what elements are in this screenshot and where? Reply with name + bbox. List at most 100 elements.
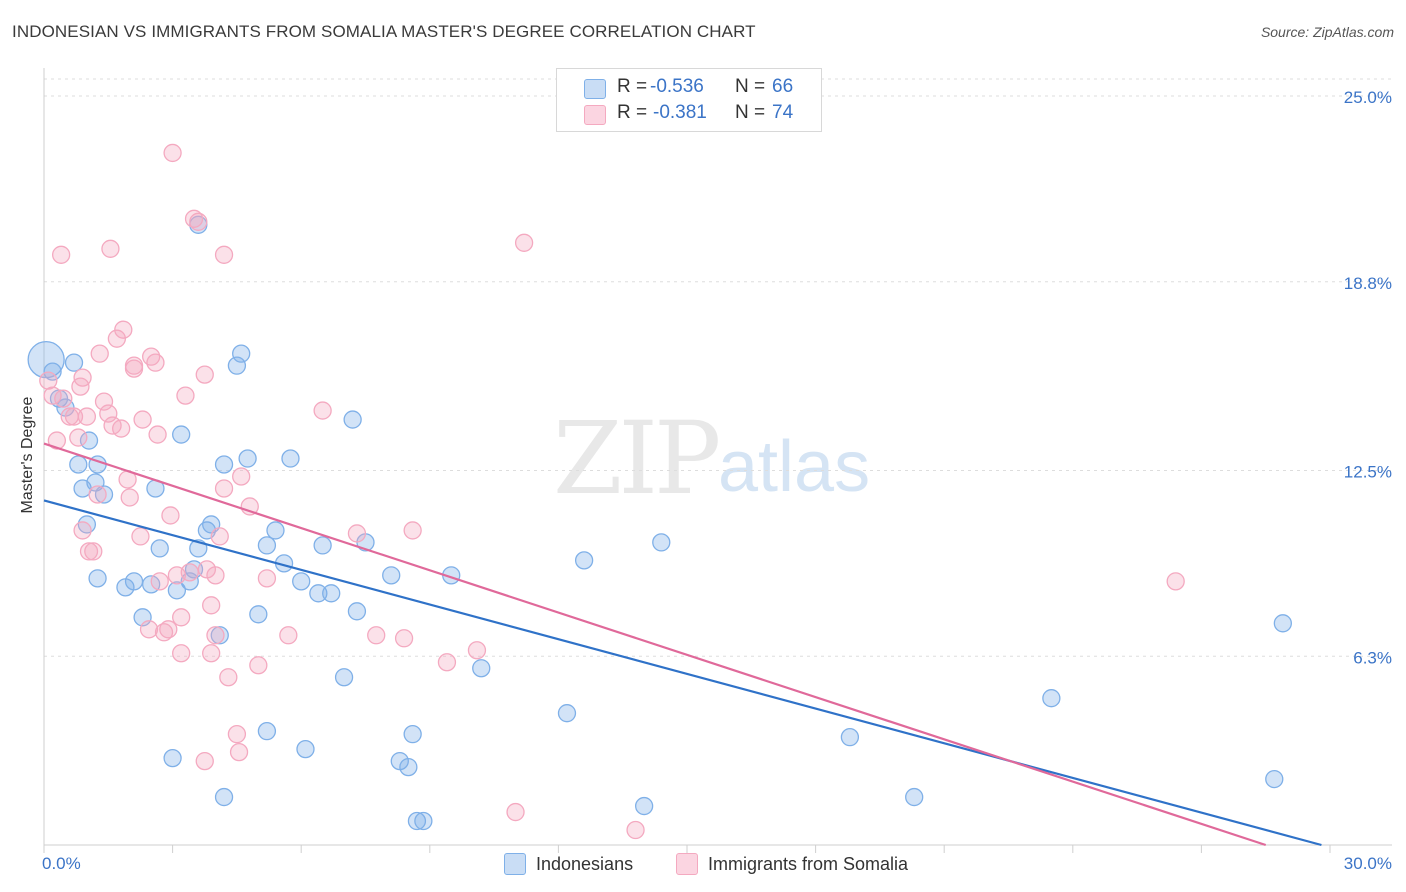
x-tick-label: 30.0%: [1344, 854, 1392, 873]
point-indonesians: [414, 811, 433, 831]
legend-swatch-indonesians: [584, 79, 606, 99]
watermark-zip: ZIP: [553, 400, 721, 517]
point-somalia: [232, 467, 251, 486]
point-indonesians: [472, 659, 491, 678]
tick-labels: 6.3% 12.5% 18.8% 25.0% 0.0% 30.0%: [42, 88, 1392, 873]
point-somalia: [437, 653, 457, 672]
point-somalia: [1166, 572, 1185, 591]
legend-n-value: 66: [772, 76, 794, 97]
grid-lines: [44, 78, 1392, 657]
x-tick-label: 0.0%: [42, 854, 81, 873]
point-indonesians: [403, 724, 422, 744]
point-indonesians: [43, 362, 62, 381]
point-indonesians: [210, 626, 229, 645]
point-somalia: [626, 820, 645, 840]
point-somalia: [219, 668, 238, 687]
point-somalia: [120, 488, 139, 507]
point-indonesians: [281, 449, 300, 468]
point-indonesians: [214, 787, 234, 807]
point-indonesians: [313, 536, 332, 555]
point-somalia: [101, 239, 120, 258]
legend-n-label: N =: [735, 102, 766, 123]
point-somalia: [180, 563, 199, 582]
point-somalia: [39, 371, 58, 390]
point-somalia: [133, 410, 152, 429]
point-indonesians: [88, 569, 107, 588]
legend-label-indonesians: Indonesians: [536, 853, 634, 874]
point-somalia: [313, 401, 332, 420]
point-indonesians: [296, 739, 315, 759]
point-indonesians: [334, 668, 354, 687]
point-indonesians: [172, 425, 191, 444]
point-indonesians: [399, 757, 418, 777]
point-somalia: [90, 344, 109, 363]
data-points: [27, 143, 1292, 840]
point-indonesians: [382, 566, 401, 585]
legend-item-somalia: Immigrants from Somalia: [676, 852, 908, 876]
point-somalia: [73, 521, 92, 540]
legend-label-somalia: Immigrants from Somalia: [708, 853, 909, 874]
point-somalia: [112, 419, 131, 438]
legend-r-label: R =: [617, 76, 648, 97]
point-indonesians: [124, 572, 144, 591]
point-indonesians: [1265, 769, 1284, 789]
source-label: Source: ZipAtlas.com: [1260, 24, 1394, 40]
point-indonesians: [343, 410, 362, 429]
legend-swatch-indonesians: [504, 853, 526, 875]
point-indonesians: [1042, 689, 1061, 708]
point-somalia: [79, 542, 99, 561]
point-somalia: [131, 527, 150, 546]
legend-n-label: N =: [735, 76, 766, 97]
point-indonesians: [634, 796, 654, 816]
point-indonesians: [1273, 614, 1292, 633]
point-somalia: [229, 742, 249, 762]
point-somalia: [107, 329, 127, 348]
point-somalia: [206, 626, 225, 645]
axes: [43, 68, 1392, 853]
point-somalia: [514, 233, 534, 252]
point-somalia: [227, 724, 247, 744]
point-somalia: [51, 245, 71, 264]
point-somalia: [206, 566, 225, 585]
point-somalia: [150, 572, 169, 591]
point-indonesians: [309, 584, 328, 603]
point-somalia: [161, 506, 180, 525]
point-somalia: [64, 407, 84, 426]
point-somalia: [214, 479, 234, 498]
point-indonesians: [64, 353, 84, 372]
point-somalia: [124, 359, 144, 378]
y-tick-label: 12.5%: [1344, 463, 1392, 482]
point-indonesians: [257, 722, 277, 741]
point-somalia: [114, 320, 133, 339]
point-indonesians: [150, 539, 169, 558]
point-somalia: [43, 386, 62, 405]
point-somalia: [279, 626, 298, 645]
y-tick-label: 6.3%: [1353, 648, 1392, 667]
point-somalia: [202, 644, 221, 663]
legend-r-value: -0.536: [650, 76, 704, 97]
point-indonesians: [238, 449, 257, 468]
point-indonesians: [407, 811, 427, 831]
point-indonesians: [292, 572, 311, 591]
point-somalia: [172, 644, 191, 663]
legend-item-indonesians: Indonesians: [504, 852, 633, 876]
trend-line-somalia: [43, 442, 1267, 847]
point-somalia: [347, 524, 367, 543]
point-somalia: [99, 404, 118, 423]
point-indonesians: [167, 581, 187, 600]
point-somalia: [163, 143, 182, 163]
point-somalia: [176, 386, 195, 405]
point-somalia: [146, 353, 165, 372]
point-somalia: [54, 389, 73, 408]
point-somalia: [202, 596, 221, 615]
point-somalia: [73, 368, 92, 387]
point-indonesians: [266, 521, 285, 540]
point-somalia: [195, 365, 214, 384]
point-indonesians: [94, 485, 114, 504]
point-indonesians: [79, 431, 99, 450]
y-tick-label: 25.0%: [1344, 88, 1392, 107]
point-indonesians: [214, 455, 234, 474]
point-indonesians: [840, 727, 860, 747]
legend-r-label: R =: [617, 102, 648, 123]
